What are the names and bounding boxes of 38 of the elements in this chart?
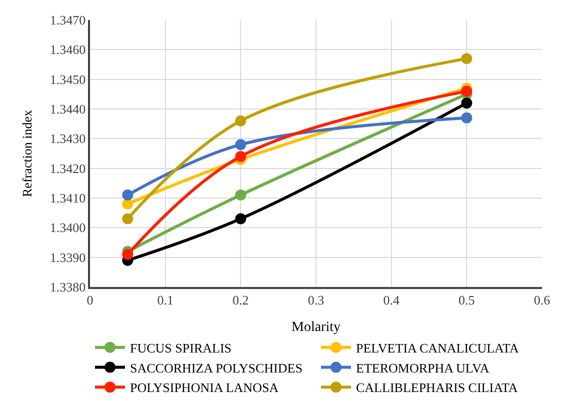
legend-label: CALLIBLEPHARIS CILIATA (356, 380, 518, 396)
point (122, 190, 134, 201)
point (122, 248, 134, 260)
legend-label: POLYSIPHONIA LANOSA (130, 380, 280, 396)
point (235, 190, 246, 201)
y-tick-label: 1.3460 (50, 42, 86, 58)
x-tick-label: 0 (86, 292, 94, 308)
point (122, 213, 134, 224)
legend-label: FUCUS SPIRALIS (130, 340, 232, 356)
x-tick-label: 0.1 (157, 292, 174, 308)
x-tick-label: 0.4 (383, 292, 400, 308)
point (235, 115, 246, 126)
point (235, 213, 246, 224)
y-tick-label: 1.3400 (50, 220, 86, 236)
x-axis-title: Molarity (292, 320, 340, 336)
y-tick-label: 1.3470 (50, 12, 86, 28)
point (235, 139, 246, 150)
point (122, 198, 134, 210)
y-tick-label: 1.3450 (50, 72, 86, 87)
x-tick-label: 0.6 (534, 292, 551, 308)
y-tick-label: 1.3430 (50, 131, 86, 146)
y-tick-label: 1.3420 (50, 160, 86, 176)
legend-label: PELVETIA CANALICULATA (356, 340, 520, 356)
y-axis-title: Refraction index (19, 110, 34, 197)
point (461, 98, 472, 109)
point (235, 150, 246, 162)
x-tick-label: 0.2 (232, 292, 249, 308)
point (461, 86, 472, 97)
x-tick-label: 0.5 (458, 292, 475, 308)
y-tick-label: 1.3410 (50, 190, 86, 206)
y-tick-label: 1.3380 (50, 280, 86, 295)
y-tick-label: 1.3390 (50, 250, 86, 265)
y-tick-label: 1.3440 (50, 102, 86, 117)
point (461, 112, 472, 124)
legend-label: ETEROMORPHA ULVA (356, 360, 490, 376)
x-tick-label: 0.3 (308, 292, 324, 308)
legend-label: SACCORHIZA POLYSCHIDES (130, 360, 302, 376)
point (461, 53, 472, 64)
